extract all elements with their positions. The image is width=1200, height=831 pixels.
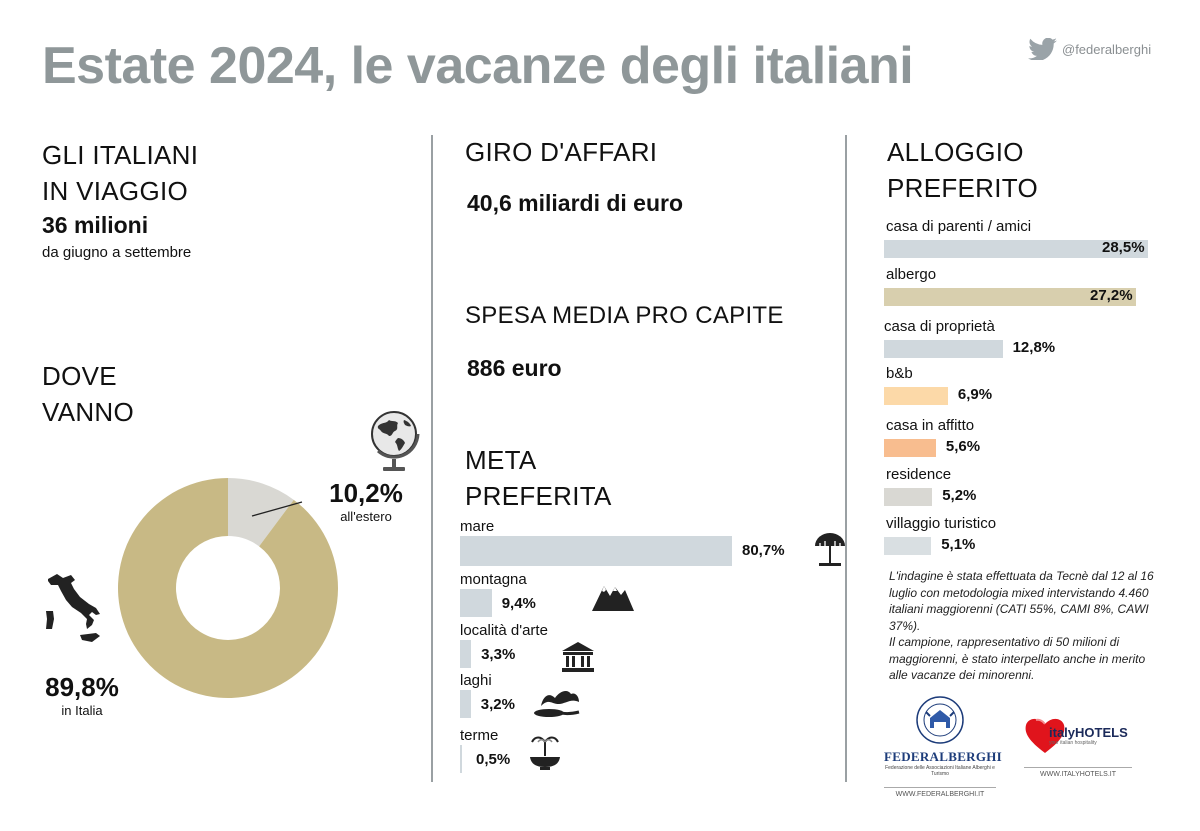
lodging-heading: ALLOGGIO PREFERITO xyxy=(887,134,1038,206)
column-divider xyxy=(845,135,847,782)
lodging-label: b&b xyxy=(886,365,913,382)
twitter-bird-icon xyxy=(1028,38,1057,60)
lodging-value: 27,2% xyxy=(1090,287,1133,304)
lodging-bar xyxy=(884,387,948,405)
lodging-label: albergo xyxy=(886,266,937,283)
destination-label: laghi xyxy=(460,672,492,689)
italyhotels-tagline: your italian hospitality xyxy=(1049,739,1097,746)
travelers-value: 36 milioni xyxy=(42,212,149,238)
where-heading-line1: DOVE xyxy=(42,361,117,391)
lodging-value: 5,2% xyxy=(942,487,977,504)
donut-slices xyxy=(118,478,338,698)
twitter-handle-text: @federalberghi xyxy=(1062,41,1152,57)
lodging-label: casa in affitto xyxy=(886,417,975,434)
lodging-value: 5,1% xyxy=(941,536,976,553)
lodging-value: 5,6% xyxy=(945,438,981,455)
federalberghi-url[interactable]: WWW.FEDERALBERGHI.IT xyxy=(884,787,996,798)
lodging-value: 12,8% xyxy=(1012,339,1056,356)
lodging-heading-line1: ALLOGGIO xyxy=(887,137,1024,167)
survey-note-methodology: L'indagine è stata effettuata da Tecnè d… xyxy=(889,569,1154,633)
lodging-bar xyxy=(884,488,933,506)
destination-label: località d'arte xyxy=(460,622,548,639)
temple-icon xyxy=(562,642,594,672)
lodging-bar xyxy=(884,537,932,555)
italy-value: 89,8% xyxy=(45,672,119,702)
lodging-bar xyxy=(884,439,936,457)
survey-note-sample: Il campione, rappresentativo di 50 milio… xyxy=(889,635,1146,682)
abroad-caption: all'estero xyxy=(340,509,392,524)
lake-icon xyxy=(534,691,580,717)
beach-umbrella-icon xyxy=(815,533,845,566)
destination-bar xyxy=(460,745,462,773)
lodging-label: residence xyxy=(886,466,952,483)
twitter-handle[interactable]: @federalberghi xyxy=(1028,38,1151,60)
destination-value: 3,2% xyxy=(480,696,515,713)
lodging-value: 6,9% xyxy=(957,386,993,403)
survey-note: L'indagine è stata effettuata da Tecnè d… xyxy=(889,568,1161,684)
heart-icon xyxy=(1025,718,1065,753)
spending-value: 886 euro xyxy=(467,355,562,381)
spending-heading: SPESA MEDIA PRO CAPITE xyxy=(465,302,784,329)
travelers-period: da giugno a settembre xyxy=(42,244,192,261)
lodging-bar xyxy=(884,288,1136,306)
italy-callout: 89,8% in Italia xyxy=(43,672,121,718)
lodging-value: 28,5% xyxy=(1102,239,1145,256)
italyhotels-name: italyHOTELS xyxy=(1049,724,1128,740)
destination-label: terme xyxy=(460,727,499,744)
turnover-value: 40,6 miliardi di euro xyxy=(467,190,684,216)
globe-icon xyxy=(371,411,420,471)
italy-caption: in Italia xyxy=(61,703,103,718)
destination-value: 80,7% xyxy=(742,542,785,559)
page-title: Estate 2024, le vacanze degli italiani xyxy=(42,37,914,95)
mountains-icon xyxy=(592,586,634,611)
lodging-label: casa di proprietà xyxy=(884,318,995,335)
destination-value: 0,5% xyxy=(476,751,511,768)
donut-slice-italy xyxy=(118,478,338,698)
lodging-bar xyxy=(884,240,1148,258)
destination-bar xyxy=(460,640,472,668)
destination-heading: META PREFERITA xyxy=(465,442,612,514)
destination-label: montagna xyxy=(460,571,527,588)
lodging-heading-line2: PREFERITO xyxy=(887,173,1039,203)
federalberghi-emblem-icon xyxy=(916,696,964,744)
federalberghi-subtitle: Federazione delle Associazioni Italiane … xyxy=(885,765,995,777)
italyhotels-logo[interactable]: italyHOTELS your italian hospitality WWW… xyxy=(1024,715,1132,778)
lodging-label: casa di parenti / amici xyxy=(886,218,1032,235)
travelers-heading-line2: IN VIAGGIO xyxy=(42,176,189,206)
destination-label: mare xyxy=(460,518,495,535)
italy-map-icon xyxy=(46,574,100,642)
destination-value: 3,3% xyxy=(481,646,516,663)
italyhotels-url[interactable]: WWW.ITALYHOTELS.IT xyxy=(1024,767,1132,778)
turnover-heading: GIRO D'AFFARI xyxy=(465,137,658,167)
destination-value: 9,4% xyxy=(501,595,536,612)
destination-bar xyxy=(460,536,732,566)
travelers-heading: GLI ITALIANI IN VIAGGIO xyxy=(42,137,198,209)
federalberghi-name: FEDERALBERGHI xyxy=(884,749,1003,764)
abroad-leader-line xyxy=(251,501,303,517)
where-heading-line2: VANNO xyxy=(42,397,135,427)
lodging-bar xyxy=(884,340,1003,358)
destination-heading-line1: META xyxy=(465,445,537,475)
destination-bar xyxy=(460,690,471,718)
travelers-heading-line1: GLI ITALIANI xyxy=(42,140,199,170)
abroad-callout: 10,2% all'estero xyxy=(325,478,407,524)
destination-heading-line2: PREFERITA xyxy=(465,481,612,511)
lodging-label: villaggio turistico xyxy=(886,515,997,532)
donut-slice-abroad xyxy=(228,478,294,547)
fountain-icon xyxy=(530,736,560,770)
abroad-value: 10,2% xyxy=(329,478,403,508)
where-heading: DOVE VANNO xyxy=(42,358,134,430)
column-divider xyxy=(431,135,433,782)
destination-bar xyxy=(460,589,492,617)
where-donut-chart xyxy=(118,478,338,698)
federalberghi-logo[interactable]: FEDERALBERGHI Federazione delle Associaz… xyxy=(884,694,1003,798)
